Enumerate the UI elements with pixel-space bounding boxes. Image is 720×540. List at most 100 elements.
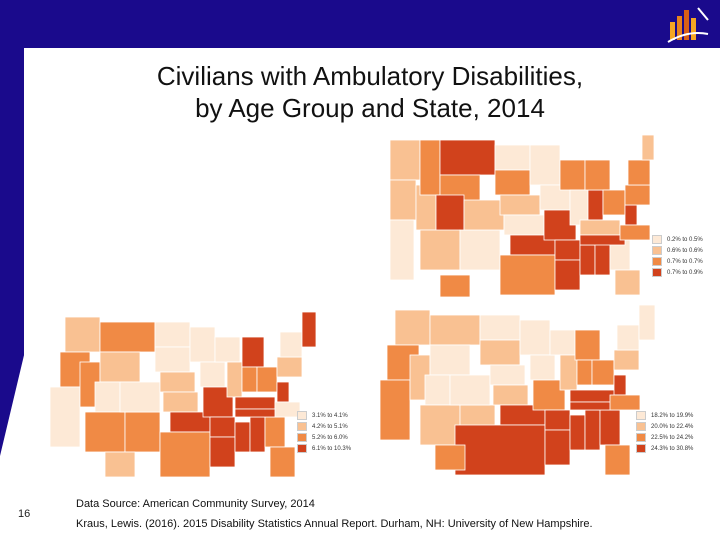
state-ne: [159, 371, 196, 393]
legend-swatch: [636, 411, 646, 420]
legend-label: 20.0% to 22.4%: [651, 423, 694, 430]
state-ca: [389, 219, 415, 281]
state-sd: [479, 339, 521, 366]
state-ky: [569, 389, 616, 403]
us-map-bottom-right: [379, 305, 656, 476]
state-mn: [189, 326, 216, 363]
state-id: [419, 139, 441, 196]
state-ks: [162, 391, 199, 413]
state-pa: [613, 349, 640, 371]
state-tx: [454, 424, 546, 476]
state-wv: [276, 381, 290, 403]
state-va: [274, 401, 301, 418]
state-la: [209, 436, 236, 468]
legend-top-right: 0.2% to 0.5% 0.6% to 0.6% 0.7% to 0.7% 0…: [652, 234, 703, 278]
state-nm: [124, 411, 161, 453]
state-me: [301, 312, 317, 348]
us-map-top-right: [389, 134, 655, 298]
legend-label: 0.7% to 0.9%: [667, 269, 703, 276]
state-wy: [429, 344, 471, 376]
state-ms: [579, 244, 596, 276]
state-fl: [604, 444, 631, 476]
state-az: [419, 229, 461, 271]
state-ia: [199, 361, 226, 388]
state-me: [641, 134, 655, 161]
legend-swatch: [297, 411, 307, 420]
state-al: [249, 416, 266, 453]
state-ks: [503, 214, 545, 236]
legend-label: 0.6% to 0.6%: [667, 247, 703, 254]
legend-label: 24.3% to 30.8%: [651, 445, 694, 452]
state-ny: [279, 331, 303, 358]
slide-title: Civilians with Ambulatory Disabilities, …: [70, 60, 670, 124]
state-wv: [624, 204, 638, 226]
state-va: [619, 224, 651, 241]
state-oh: [256, 366, 278, 393]
state-ar: [544, 409, 571, 431]
state-il: [226, 361, 243, 398]
state-ny: [616, 324, 640, 351]
legend-label: 5.2% to 6.0%: [312, 434, 348, 441]
legend-label: 18.2% to 19.9%: [651, 412, 694, 419]
state-in: [576, 359, 593, 386]
state-ar: [209, 416, 236, 438]
state-pa: [624, 184, 651, 206]
state-ga: [599, 409, 621, 446]
state-me: [638, 305, 656, 341]
legend-label: 3.1% to 4.1%: [312, 412, 348, 419]
legend-label: 4.2% to 5.1%: [312, 423, 348, 430]
state-mt: [429, 314, 481, 346]
legend-label: 0.2% to 0.5%: [667, 236, 703, 243]
legend-swatch: [636, 433, 646, 442]
state-ms: [569, 414, 586, 451]
state-nd: [479, 314, 521, 341]
state-nd: [154, 321, 191, 348]
state-mi: [584, 159, 611, 191]
state-ky: [234, 396, 276, 410]
state-ky: [579, 219, 621, 236]
state-mn: [519, 319, 551, 356]
state-mi: [574, 329, 601, 361]
state-va: [609, 394, 641, 411]
legend-bottom-right: 18.2% to 19.9% 20.0% to 22.4% 22.5% to 2…: [636, 410, 693, 454]
slide-number: 16: [18, 508, 31, 520]
legend-swatch: [297, 422, 307, 431]
state-sd: [154, 346, 191, 373]
state-az: [84, 411, 126, 453]
state-la: [544, 429, 571, 466]
state-ut: [94, 381, 121, 413]
state-ia: [529, 354, 556, 381]
state-tn: [579, 234, 626, 246]
state-fl: [269, 446, 296, 478]
legend-label: 0.7% to 0.7%: [667, 258, 703, 265]
state-in: [241, 366, 258, 393]
state-ny: [627, 159, 651, 186]
state-tn: [234, 408, 281, 418]
state-sd: [494, 169, 531, 196]
slide-content: [24, 48, 720, 540]
state-al: [584, 409, 601, 451]
state-wv: [613, 374, 627, 396]
state-ks: [492, 384, 529, 406]
state-wa: [64, 316, 101, 353]
state-tx: [499, 254, 556, 296]
bar-chart-logo-icon: [667, 7, 709, 43]
state-ak: [434, 444, 466, 471]
state-oh: [591, 359, 615, 386]
state-wi: [559, 159, 586, 191]
state-fl: [614, 269, 641, 296]
state-mt: [99, 321, 156, 353]
us-map-bottom-left: [49, 312, 317, 478]
state-la: [554, 259, 581, 291]
state-nm: [459, 229, 501, 271]
state-ut: [424, 374, 451, 406]
state-oh: [602, 189, 626, 216]
state-tx: [159, 431, 211, 478]
state-ar: [554, 239, 581, 261]
state-wa: [389, 139, 421, 181]
source-line-1: Data Source: American Community Survey, …: [76, 498, 315, 510]
state-wi: [549, 329, 576, 356]
legend-swatch: [636, 422, 646, 431]
state-ut: [435, 194, 465, 236]
legend-swatch: [297, 433, 307, 442]
